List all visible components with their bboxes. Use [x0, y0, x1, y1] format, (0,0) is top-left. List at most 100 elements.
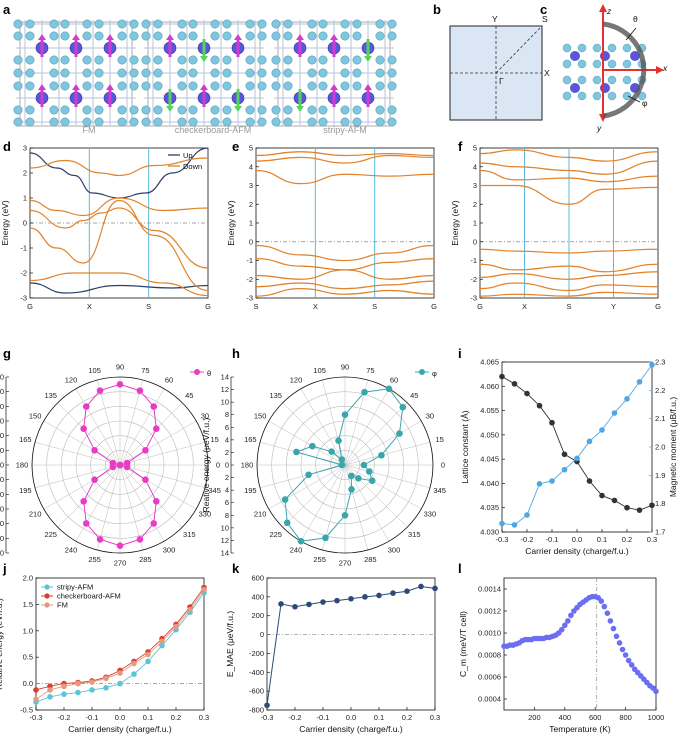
ligand-atom	[117, 31, 127, 41]
ligand-atom	[607, 91, 617, 101]
radial-tick-label: 2	[225, 473, 229, 482]
ligand-atom	[49, 19, 59, 29]
y2-tick-label: 1.9	[655, 471, 665, 480]
radial-tick-label: 80	[0, 519, 4, 528]
polar-data-point	[96, 536, 104, 543]
polar-grid-spoke	[119, 379, 144, 466]
radial-tick-label: 14	[221, 373, 229, 382]
magnetic-atom	[600, 83, 610, 93]
ligand-atom	[387, 81, 397, 91]
spin-arrow-head	[72, 84, 80, 90]
band-down	[479, 291, 659, 297]
phi-arc	[602, 86, 643, 119]
y-tick-label: 4.045	[480, 455, 499, 464]
spin-arrow-head	[330, 84, 338, 90]
bz-label-s: S	[542, 14, 548, 24]
heat-capacity-point	[558, 626, 565, 633]
y-tick-label: 1	[473, 219, 477, 228]
polar-grid-spoke	[96, 379, 121, 466]
polar-data-point	[365, 468, 373, 475]
ligand-atom	[129, 68, 139, 78]
ligand-atom	[188, 68, 198, 78]
legend-label: φ	[432, 369, 437, 378]
ligand-atom	[352, 117, 362, 127]
ligand-atom	[25, 105, 35, 115]
spin-arrow-head	[106, 84, 114, 90]
radial-tick-label: 4	[225, 435, 229, 444]
ligand-atom	[25, 81, 35, 91]
polar-angle-label: 90	[341, 363, 349, 372]
polar-data-point	[80, 425, 88, 433]
ligand-atom	[271, 55, 281, 65]
ligand-atom	[352, 105, 362, 115]
band-structure-d: G X S G 3 2 1 0 -1 -2 -3 Energy (eV) Up Down	[0, 144, 211, 312]
ligand-atom	[153, 105, 163, 115]
radial-tick-label: 40	[0, 431, 4, 440]
panel-label-f: f	[458, 139, 463, 154]
ligand-atom	[562, 43, 572, 53]
ligand-atom	[177, 81, 187, 91]
band-down	[255, 280, 435, 290]
polar-grid-spoke	[300, 464, 346, 542]
radial-tick-label: 14	[221, 549, 229, 558]
ligand-atom	[117, 68, 127, 78]
radial-tick-label: 60	[0, 505, 4, 514]
ligand-atom	[387, 68, 397, 78]
y-tick-label: 3	[473, 181, 477, 190]
polar-data-point	[368, 477, 376, 485]
ligand-atom	[117, 105, 127, 115]
ligand-atom	[607, 75, 617, 85]
spin-arrow-head	[200, 84, 208, 90]
series-point	[33, 687, 39, 693]
ligand-atom	[82, 105, 92, 115]
ligand-atom	[352, 55, 362, 65]
ligand-atom	[210, 81, 220, 91]
y-tick-label: 4.065	[480, 358, 499, 367]
ligand-atom	[188, 105, 198, 115]
y-tick-label: 600	[251, 574, 264, 583]
y-tick-label: 4	[249, 162, 253, 171]
polar-angle-label: 285	[364, 555, 377, 564]
ligand-atom	[245, 55, 255, 65]
polar-data-point	[96, 387, 104, 394]
series-point	[89, 679, 95, 685]
series-point	[187, 606, 193, 613]
ligand-atom	[318, 117, 328, 127]
polar-angle-label: 225	[44, 530, 57, 539]
ligand-atom	[577, 91, 587, 101]
ligand-atom	[177, 19, 187, 29]
polar-data-point	[91, 476, 98, 483]
kpoint-label: X	[87, 302, 92, 311]
polar-grid-spoke	[119, 402, 183, 466]
panel-label-j: j	[2, 561, 7, 576]
spin-arrow-head	[38, 34, 46, 40]
ligand-atom	[271, 19, 281, 29]
ligand-atom	[60, 68, 70, 78]
ligand-atom	[307, 105, 317, 115]
ligand-atom	[375, 117, 385, 127]
y-tick-label: 0	[473, 237, 477, 246]
ligand-atom	[318, 81, 328, 91]
ligand-atom	[153, 19, 163, 29]
spin-arrow-head	[296, 106, 304, 112]
ligand-atom	[188, 81, 198, 91]
legend-marker	[44, 602, 50, 608]
polar-data-point	[82, 403, 90, 410]
heat-capacity-point	[568, 612, 574, 619]
ligand-atom	[592, 75, 602, 85]
polar-data-point	[348, 485, 355, 493]
y-tick-label: 0	[23, 219, 27, 228]
ligand-atom	[352, 68, 362, 78]
polar-data-point	[341, 511, 349, 519]
x-axis-label: Carrier density (charge/f.u.)	[299, 724, 403, 734]
panel-label-l: l	[458, 561, 462, 576]
y-axis-label: Relative energy (eV/f.u.)	[0, 598, 4, 690]
polar-angle-label: 255	[88, 555, 101, 564]
polar-angle-label: 270	[114, 559, 127, 568]
heat-capacity-point	[613, 633, 620, 640]
ligand-atom	[307, 68, 317, 78]
y-tick-label: 4.055	[480, 406, 499, 415]
ligand-atom	[177, 117, 187, 127]
polar-data-point	[116, 542, 124, 549]
ligand-atom	[177, 55, 187, 65]
